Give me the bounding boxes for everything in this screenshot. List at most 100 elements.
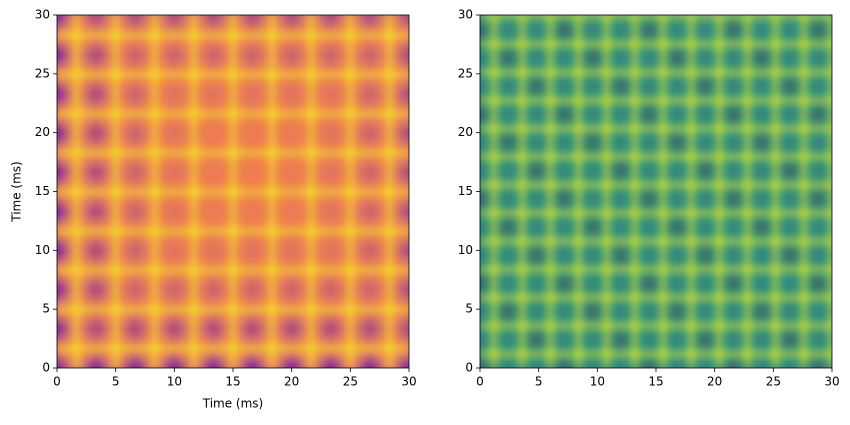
heatmap-spot [641,50,657,67]
heatmap-spot [612,331,629,348]
heatmap-cell [220,0,246,9]
heatmap-cell [416,62,442,88]
heatmap-spot [612,247,629,264]
heatmap-spot [241,122,264,145]
heatmap-spot [280,357,303,368]
x-tick-label: 15 [225,375,240,389]
y-tick-label: 10 [35,243,50,257]
heatmap-spot [781,78,798,95]
x-tick-label: 5 [112,375,120,389]
heatmap-spot [725,78,742,95]
heatmap-spot [697,78,714,95]
heatmap-spot [781,360,798,368]
heatmap-spot [480,191,488,207]
heatmap-spot [163,239,186,262]
heatmap-spot [500,0,516,10]
heatmap-spot [358,239,381,262]
heatmap-cell [416,140,442,166]
heatmap-spot [556,162,573,179]
heatmap-spot [280,239,303,262]
heatmap-spot [57,200,68,223]
heatmap-spot [612,303,629,320]
heatmap-spot [753,219,770,236]
heatmap-spot [584,106,601,123]
heatmap-spot [500,331,517,348]
heatmap-spot [398,317,409,340]
heatmap-spot [753,191,770,207]
heatmap-spot [398,15,409,27]
heatmap-spot [85,200,108,223]
heatmap-spot [124,200,147,223]
heatmap-spot [697,134,714,151]
heatmap-spot [612,78,629,95]
heatmap-spot [612,50,629,67]
heatmap-spot [556,22,573,38]
heatmap-spot [782,0,798,10]
heatmap-spot [528,303,545,320]
heatmap-spot [697,191,714,207]
heatmap-spot [202,122,225,145]
heatmap-spot [753,331,770,348]
heatmap-cell [103,0,129,9]
heatmap-spot [358,83,381,106]
heatmap-spot [500,303,517,320]
heatmap-spot [641,219,657,236]
heatmap-cell [259,0,285,9]
heatmap-spot [358,317,381,340]
heatmap-spot [319,44,342,67]
heatmap-spot [202,161,225,184]
heatmap-spot [528,162,545,179]
heatmap-ridges [57,15,409,368]
heatmap-spot [163,357,186,368]
heatmap-spot [500,50,517,67]
heatmap-spot [280,317,303,340]
heatmap-spot [697,219,714,236]
heatmap-spot [838,247,850,263]
heatmap-spot [641,275,657,292]
heatmap-spot [584,191,601,207]
x-tick-label: 30 [401,375,416,389]
heatmap-spot [612,191,629,207]
heatmap-spot [612,22,629,38]
heatmap-spot [641,191,657,207]
x-tick-label: 25 [766,375,781,389]
heatmap-spot [202,83,225,106]
heatmap-spot [612,162,629,179]
heatmap-spot [85,161,108,184]
heatmap-spot [753,303,770,320]
heatmap-spot [641,331,657,348]
heatmap-spot [480,360,488,368]
heatmap-spot [781,50,798,67]
heatmap-spot [838,0,850,10]
y-tick-label: 5 [465,302,473,316]
heatmap-spot [556,78,573,95]
heatmap-spot [556,50,573,67]
heatmap-spot [697,162,714,179]
heatmap-spot [280,278,303,301]
heatmap-spot [697,331,714,348]
heatmap-spot [697,22,714,38]
heatmap-spot [358,15,381,27]
heatmap-spot [669,219,686,236]
heatmap-spot [85,122,108,145]
heatmap-spot [319,122,342,145]
heatmap-spot [584,162,601,179]
heatmap-cell [416,296,442,322]
heatmap-spot [781,134,798,151]
heatmap-spot [480,50,488,67]
heatmap-spot [810,22,826,38]
heatmap-spot [528,191,545,207]
heatmap-spot [584,50,601,67]
heatmap-cell [337,0,363,9]
heatmap-spot [319,357,342,368]
heatmap-spot [669,78,686,95]
heatmap-spot [725,162,742,179]
heatmap-spot [584,247,601,264]
heatmap-spot [85,83,108,106]
heatmap-cell [416,0,442,9]
heatmap-spot [398,161,409,184]
heatmap-spot [241,357,264,368]
heatmap-spot [669,50,686,67]
heatmap-spot [398,83,409,106]
